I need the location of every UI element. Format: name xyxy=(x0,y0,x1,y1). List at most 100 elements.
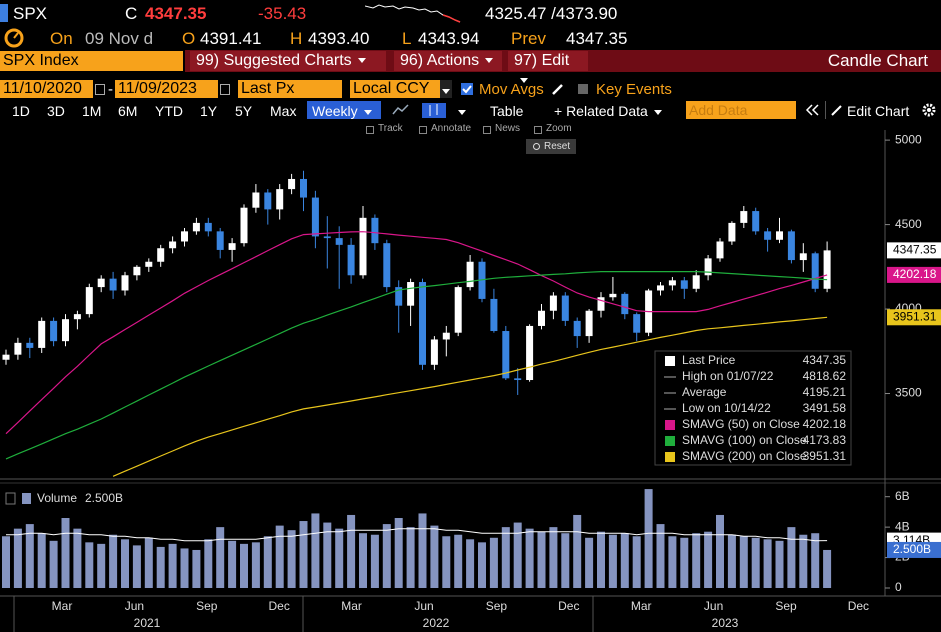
dropdown-arrow xyxy=(357,58,366,64)
volume-bar xyxy=(370,534,379,588)
candle-body xyxy=(62,319,69,342)
volume-bar xyxy=(109,534,118,588)
candle-body xyxy=(549,295,557,311)
menu-edit[interactable]: 97) Edit xyxy=(508,51,588,84)
start-date[interactable]: 11/10/2020 xyxy=(0,80,93,98)
volume-tick-label: 4B xyxy=(895,519,910,533)
candle-body xyxy=(776,231,783,240)
quote-value: 4347.35 xyxy=(566,29,628,48)
period-button[interactable]: 3D xyxy=(47,103,65,119)
currency-dropdown[interactable] xyxy=(440,80,452,98)
period-button[interactable]: YTD xyxy=(155,103,183,119)
frequency-select[interactable] xyxy=(307,101,381,119)
calendar-icon[interactable] xyxy=(220,84,230,95)
edit-chart[interactable]: Edit Chart xyxy=(847,103,910,119)
tool-button[interactable]: Track xyxy=(378,123,403,134)
volume-bar xyxy=(608,534,617,588)
line-icon xyxy=(392,104,409,115)
candle-body xyxy=(133,266,141,276)
volume-bar xyxy=(121,539,129,588)
candle-body xyxy=(240,207,248,244)
quote-label: H xyxy=(290,29,303,48)
candle-body xyxy=(573,320,581,337)
year-label: 2023 xyxy=(712,616,739,630)
candle-body xyxy=(621,293,629,315)
reset-button[interactable]: Reset xyxy=(526,139,576,154)
candle-body xyxy=(740,211,748,223)
candle-body xyxy=(383,243,391,288)
value-tag xyxy=(887,242,941,259)
candle-body xyxy=(50,320,58,342)
sparkline xyxy=(365,4,461,23)
period-button[interactable]: 1Y xyxy=(200,103,218,119)
tool-button[interactable]: Annotate xyxy=(431,123,472,134)
legend-label: High on 01/07/22 xyxy=(682,369,774,383)
volume-average-line xyxy=(6,528,828,542)
volume-bar xyxy=(680,537,689,588)
x-tick-label: Dec xyxy=(848,599,869,613)
volume-bar xyxy=(656,524,665,588)
volume-bar xyxy=(97,543,106,588)
volume-bar xyxy=(442,536,451,588)
tool-icon xyxy=(366,126,374,134)
add-data-field[interactable]: Add Data xyxy=(686,101,796,119)
value-tag xyxy=(887,309,941,326)
pencil-stroke xyxy=(831,105,842,116)
menu-actions[interactable]: 96) Actions xyxy=(394,51,502,71)
period-button[interactable]: 5Y xyxy=(235,103,253,119)
volume-bar xyxy=(168,543,177,588)
volume-bar xyxy=(37,533,46,588)
candle-body xyxy=(657,285,664,291)
collapse-icon[interactable] xyxy=(804,102,820,118)
pencil-icon[interactable] xyxy=(551,82,565,96)
candle-body xyxy=(514,378,522,381)
menu-label: 96) Actions xyxy=(400,52,480,69)
volume-bar xyxy=(632,536,641,588)
candle-body xyxy=(228,243,236,250)
currency-select[interactable]: Local CCY xyxy=(350,80,452,98)
candle-body xyxy=(704,258,712,276)
moving-average-line xyxy=(5,271,828,460)
x-tick-label: Sep xyxy=(486,599,508,613)
volume-legend-swatch xyxy=(22,493,31,504)
mov-avgs-checkbox[interactable] xyxy=(461,83,473,95)
period-button[interactable]: 1D xyxy=(12,103,30,119)
legend-label: SMAVG (200) on Close xyxy=(682,449,807,463)
dropdown-arrow xyxy=(485,58,494,64)
moving-average-line xyxy=(112,316,828,477)
period-button[interactable]: 6M xyxy=(118,103,138,119)
tool-button[interactable]: News xyxy=(495,123,521,134)
bid-ask: 4325.47 /4373.90 xyxy=(485,4,618,23)
tool-button[interactable]: Zoom xyxy=(546,123,572,134)
volume-bar xyxy=(430,525,439,588)
volume-bar xyxy=(132,545,141,588)
volume-bar xyxy=(549,527,558,588)
volume-bar xyxy=(775,540,784,588)
security-field[interactable]: SPX Index xyxy=(0,51,183,71)
table-button[interactable]: Table xyxy=(490,103,524,119)
volume-legend-label: Volume xyxy=(37,491,77,505)
candle-body xyxy=(538,310,545,326)
gauge-ring xyxy=(4,28,24,48)
end-date[interactable]: 11/09/2023 xyxy=(115,80,218,98)
key-events-checkbox[interactable] xyxy=(578,84,588,94)
candle-body xyxy=(752,211,760,232)
menu-label: 99) Suggested Charts xyxy=(196,52,352,69)
volume-bar xyxy=(573,514,582,588)
field-select[interactable]: Last Px xyxy=(238,80,342,98)
candle-body xyxy=(490,298,498,332)
candle-body xyxy=(419,282,426,365)
year-label: 2021 xyxy=(134,616,161,630)
volume-bar xyxy=(2,536,10,588)
period-button[interactable]: 1M xyxy=(82,103,102,119)
settings-icon[interactable] xyxy=(921,102,937,118)
style-dropdown[interactable] xyxy=(452,103,466,119)
period-button[interactable]: Max xyxy=(270,103,297,119)
calendar-icon[interactable] xyxy=(95,84,105,95)
menu-suggested[interactable]: 99) Suggested Charts xyxy=(190,51,386,71)
tool-icon xyxy=(534,126,542,134)
related-data[interactable]: + Related Data xyxy=(554,103,662,119)
dropdown-arrow xyxy=(363,109,372,115)
candle-body xyxy=(799,253,807,261)
chart-style-icons[interactable] xyxy=(390,101,450,119)
